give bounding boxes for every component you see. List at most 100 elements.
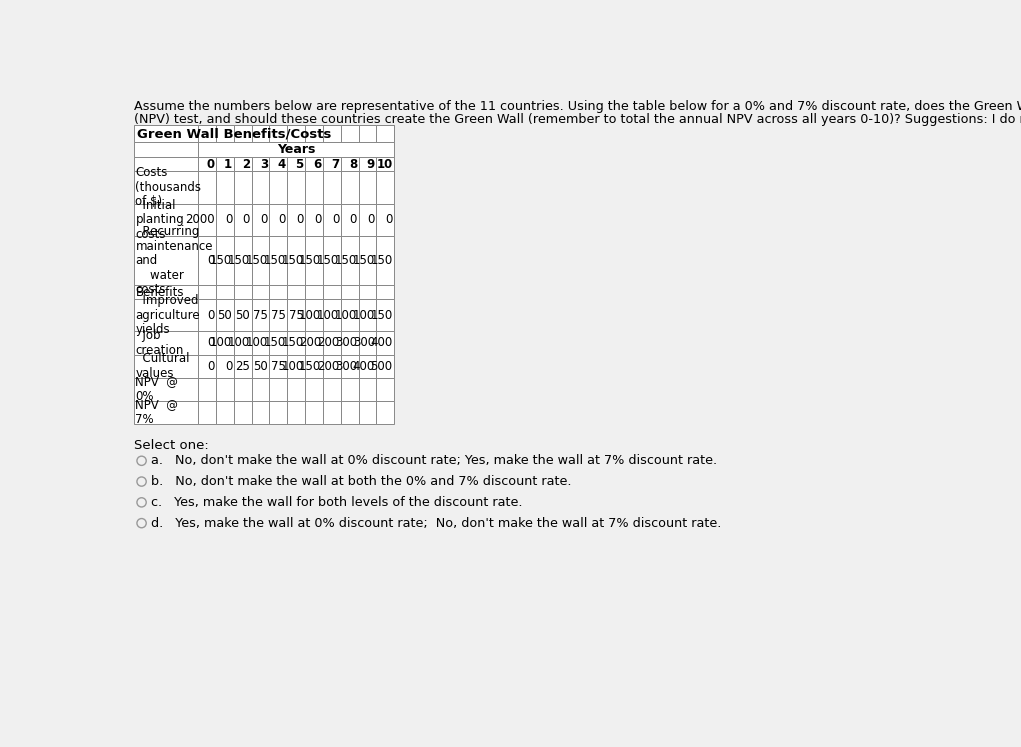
Bar <box>323 125 341 142</box>
Bar <box>134 378 198 400</box>
Bar <box>377 332 394 355</box>
Bar <box>216 236 234 285</box>
Text: 8: 8 <box>349 158 357 171</box>
Bar <box>251 236 270 285</box>
Bar <box>358 400 377 424</box>
Bar <box>287 158 305 171</box>
Bar <box>216 332 234 355</box>
Bar <box>287 378 305 400</box>
Bar <box>287 400 305 424</box>
Text: 0: 0 <box>349 214 357 226</box>
Bar <box>305 204 323 236</box>
Text: Years: Years <box>277 143 315 156</box>
Bar <box>134 204 198 236</box>
Text: 300: 300 <box>352 336 375 350</box>
Text: 0: 0 <box>207 309 214 322</box>
Text: 10: 10 <box>377 158 393 171</box>
Bar <box>341 299 358 332</box>
Text: 300: 300 <box>335 336 357 350</box>
Text: 9: 9 <box>367 158 375 171</box>
Text: 5: 5 <box>295 158 303 171</box>
Text: Recurring
maintenance
and
    water
costs: Recurring maintenance and water costs <box>136 225 212 296</box>
Bar <box>358 285 377 299</box>
Text: 75: 75 <box>271 309 286 322</box>
Bar <box>198 355 216 378</box>
Bar <box>305 400 323 424</box>
Text: 2: 2 <box>242 158 250 171</box>
Text: 100: 100 <box>246 336 268 350</box>
Bar <box>198 142 394 158</box>
Bar <box>358 378 377 400</box>
Bar <box>234 236 251 285</box>
Bar <box>305 236 323 285</box>
Text: 150: 150 <box>263 336 286 350</box>
Text: Costs
(thousands
of $): Costs (thousands of $) <box>136 167 201 208</box>
Text: 0: 0 <box>207 336 214 350</box>
Bar <box>134 355 198 378</box>
Bar <box>216 400 234 424</box>
Bar <box>305 285 323 299</box>
Bar <box>377 125 394 142</box>
Bar <box>341 355 358 378</box>
Bar <box>377 285 394 299</box>
Text: 200: 200 <box>317 359 339 373</box>
Bar <box>270 285 287 299</box>
Bar <box>270 171 287 204</box>
Bar <box>134 125 394 142</box>
Text: 50: 50 <box>253 359 268 373</box>
Bar <box>134 142 198 158</box>
Text: 0: 0 <box>332 214 339 226</box>
Bar <box>270 236 287 285</box>
Bar <box>341 125 358 142</box>
Bar <box>198 125 216 142</box>
Text: 150: 150 <box>210 254 232 267</box>
Bar <box>198 204 216 236</box>
Bar <box>198 158 216 171</box>
Bar <box>198 236 216 285</box>
Bar <box>251 378 270 400</box>
Bar <box>323 400 341 424</box>
Text: 100: 100 <box>282 359 303 373</box>
Text: 50: 50 <box>217 309 232 322</box>
Bar <box>234 171 251 204</box>
Bar <box>323 158 341 171</box>
Bar <box>358 299 377 332</box>
Bar <box>305 158 323 171</box>
Text: 150: 150 <box>317 254 339 267</box>
Bar <box>341 285 358 299</box>
Text: NPV  @
7%: NPV @ 7% <box>136 398 179 426</box>
Bar <box>234 400 251 424</box>
Bar <box>134 299 198 332</box>
Text: 100: 100 <box>352 309 375 322</box>
Bar <box>251 204 270 236</box>
Text: 150: 150 <box>228 254 250 267</box>
Bar <box>323 204 341 236</box>
Bar <box>377 158 394 171</box>
Bar <box>323 299 341 332</box>
Text: 500: 500 <box>371 359 393 373</box>
Text: 0: 0 <box>225 359 232 373</box>
Bar <box>305 125 323 142</box>
Text: 100: 100 <box>317 309 339 322</box>
Text: b.   No, don't make the wall at both the 0% and 7% discount rate.: b. No, don't make the wall at both the 0… <box>151 475 572 488</box>
Bar <box>270 332 287 355</box>
Text: 150: 150 <box>335 254 357 267</box>
Bar <box>251 355 270 378</box>
Text: 75: 75 <box>271 359 286 373</box>
Bar <box>216 355 234 378</box>
Text: NPV  @
0%: NPV @ 0% <box>136 376 179 403</box>
Text: Benefits: Benefits <box>136 285 184 299</box>
Bar <box>198 171 216 204</box>
Text: 4: 4 <box>278 158 286 171</box>
Bar <box>377 171 394 204</box>
Bar <box>323 378 341 400</box>
Text: 0: 0 <box>225 214 232 226</box>
Bar <box>358 171 377 204</box>
Bar <box>358 355 377 378</box>
Text: 75: 75 <box>289 309 303 322</box>
Text: 150: 150 <box>246 254 268 267</box>
Text: 150: 150 <box>352 254 375 267</box>
Bar <box>198 400 216 424</box>
Bar <box>270 378 287 400</box>
Bar <box>234 125 251 142</box>
